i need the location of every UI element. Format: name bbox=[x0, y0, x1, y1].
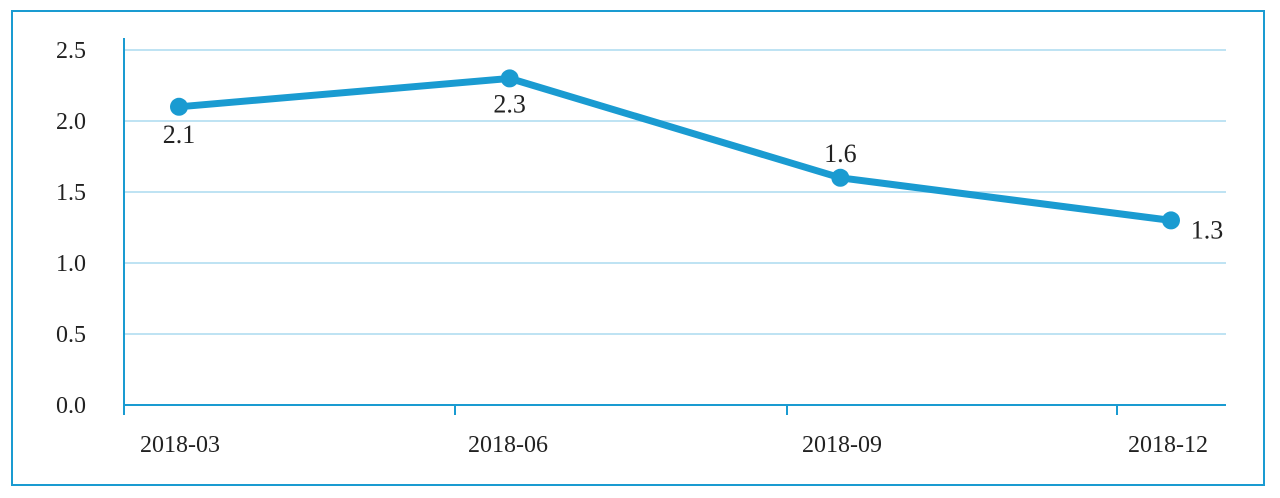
y-tick-label: 0.5 bbox=[56, 322, 86, 348]
x-tick-label: 2018-09 bbox=[802, 432, 882, 458]
data-label: 1.3 bbox=[1191, 215, 1224, 244]
x-tick-label: 2018-03 bbox=[140, 432, 220, 458]
data-label: 2.3 bbox=[493, 89, 526, 118]
y-tick-label: 2.0 bbox=[56, 109, 86, 135]
x-tick-label: 2018-06 bbox=[468, 432, 548, 458]
data-label: 1.6 bbox=[824, 139, 857, 168]
data-point bbox=[170, 97, 188, 116]
data-labels: 2.1 2.3 1.6 1.3 bbox=[163, 89, 1224, 244]
x-axis-ticks: 2018-03 2018-06 2018-09 2018-12 bbox=[123, 405, 1208, 458]
series-line bbox=[175, 74, 1175, 224]
data-points bbox=[170, 69, 1180, 230]
y-tick-label: 2.5 bbox=[56, 38, 86, 64]
chart-frame bbox=[11, 10, 1265, 486]
data-point bbox=[1162, 211, 1180, 230]
series-polyline bbox=[175, 74, 1175, 224]
gridlines bbox=[124, 49, 1226, 335]
y-tick-label: 0.0 bbox=[56, 393, 86, 419]
data-label: 2.1 bbox=[163, 120, 196, 149]
y-tick-label: 1.5 bbox=[56, 180, 86, 206]
data-point bbox=[831, 168, 850, 187]
data-point bbox=[500, 69, 519, 88]
y-tick-label: 1.0 bbox=[56, 251, 86, 277]
x-tick-label: 2018-12 bbox=[1128, 432, 1208, 458]
axes bbox=[123, 38, 1226, 415]
y-axis-ticks: 0.0 0.5 1.0 1.5 2.0 2.5 bbox=[56, 38, 86, 419]
